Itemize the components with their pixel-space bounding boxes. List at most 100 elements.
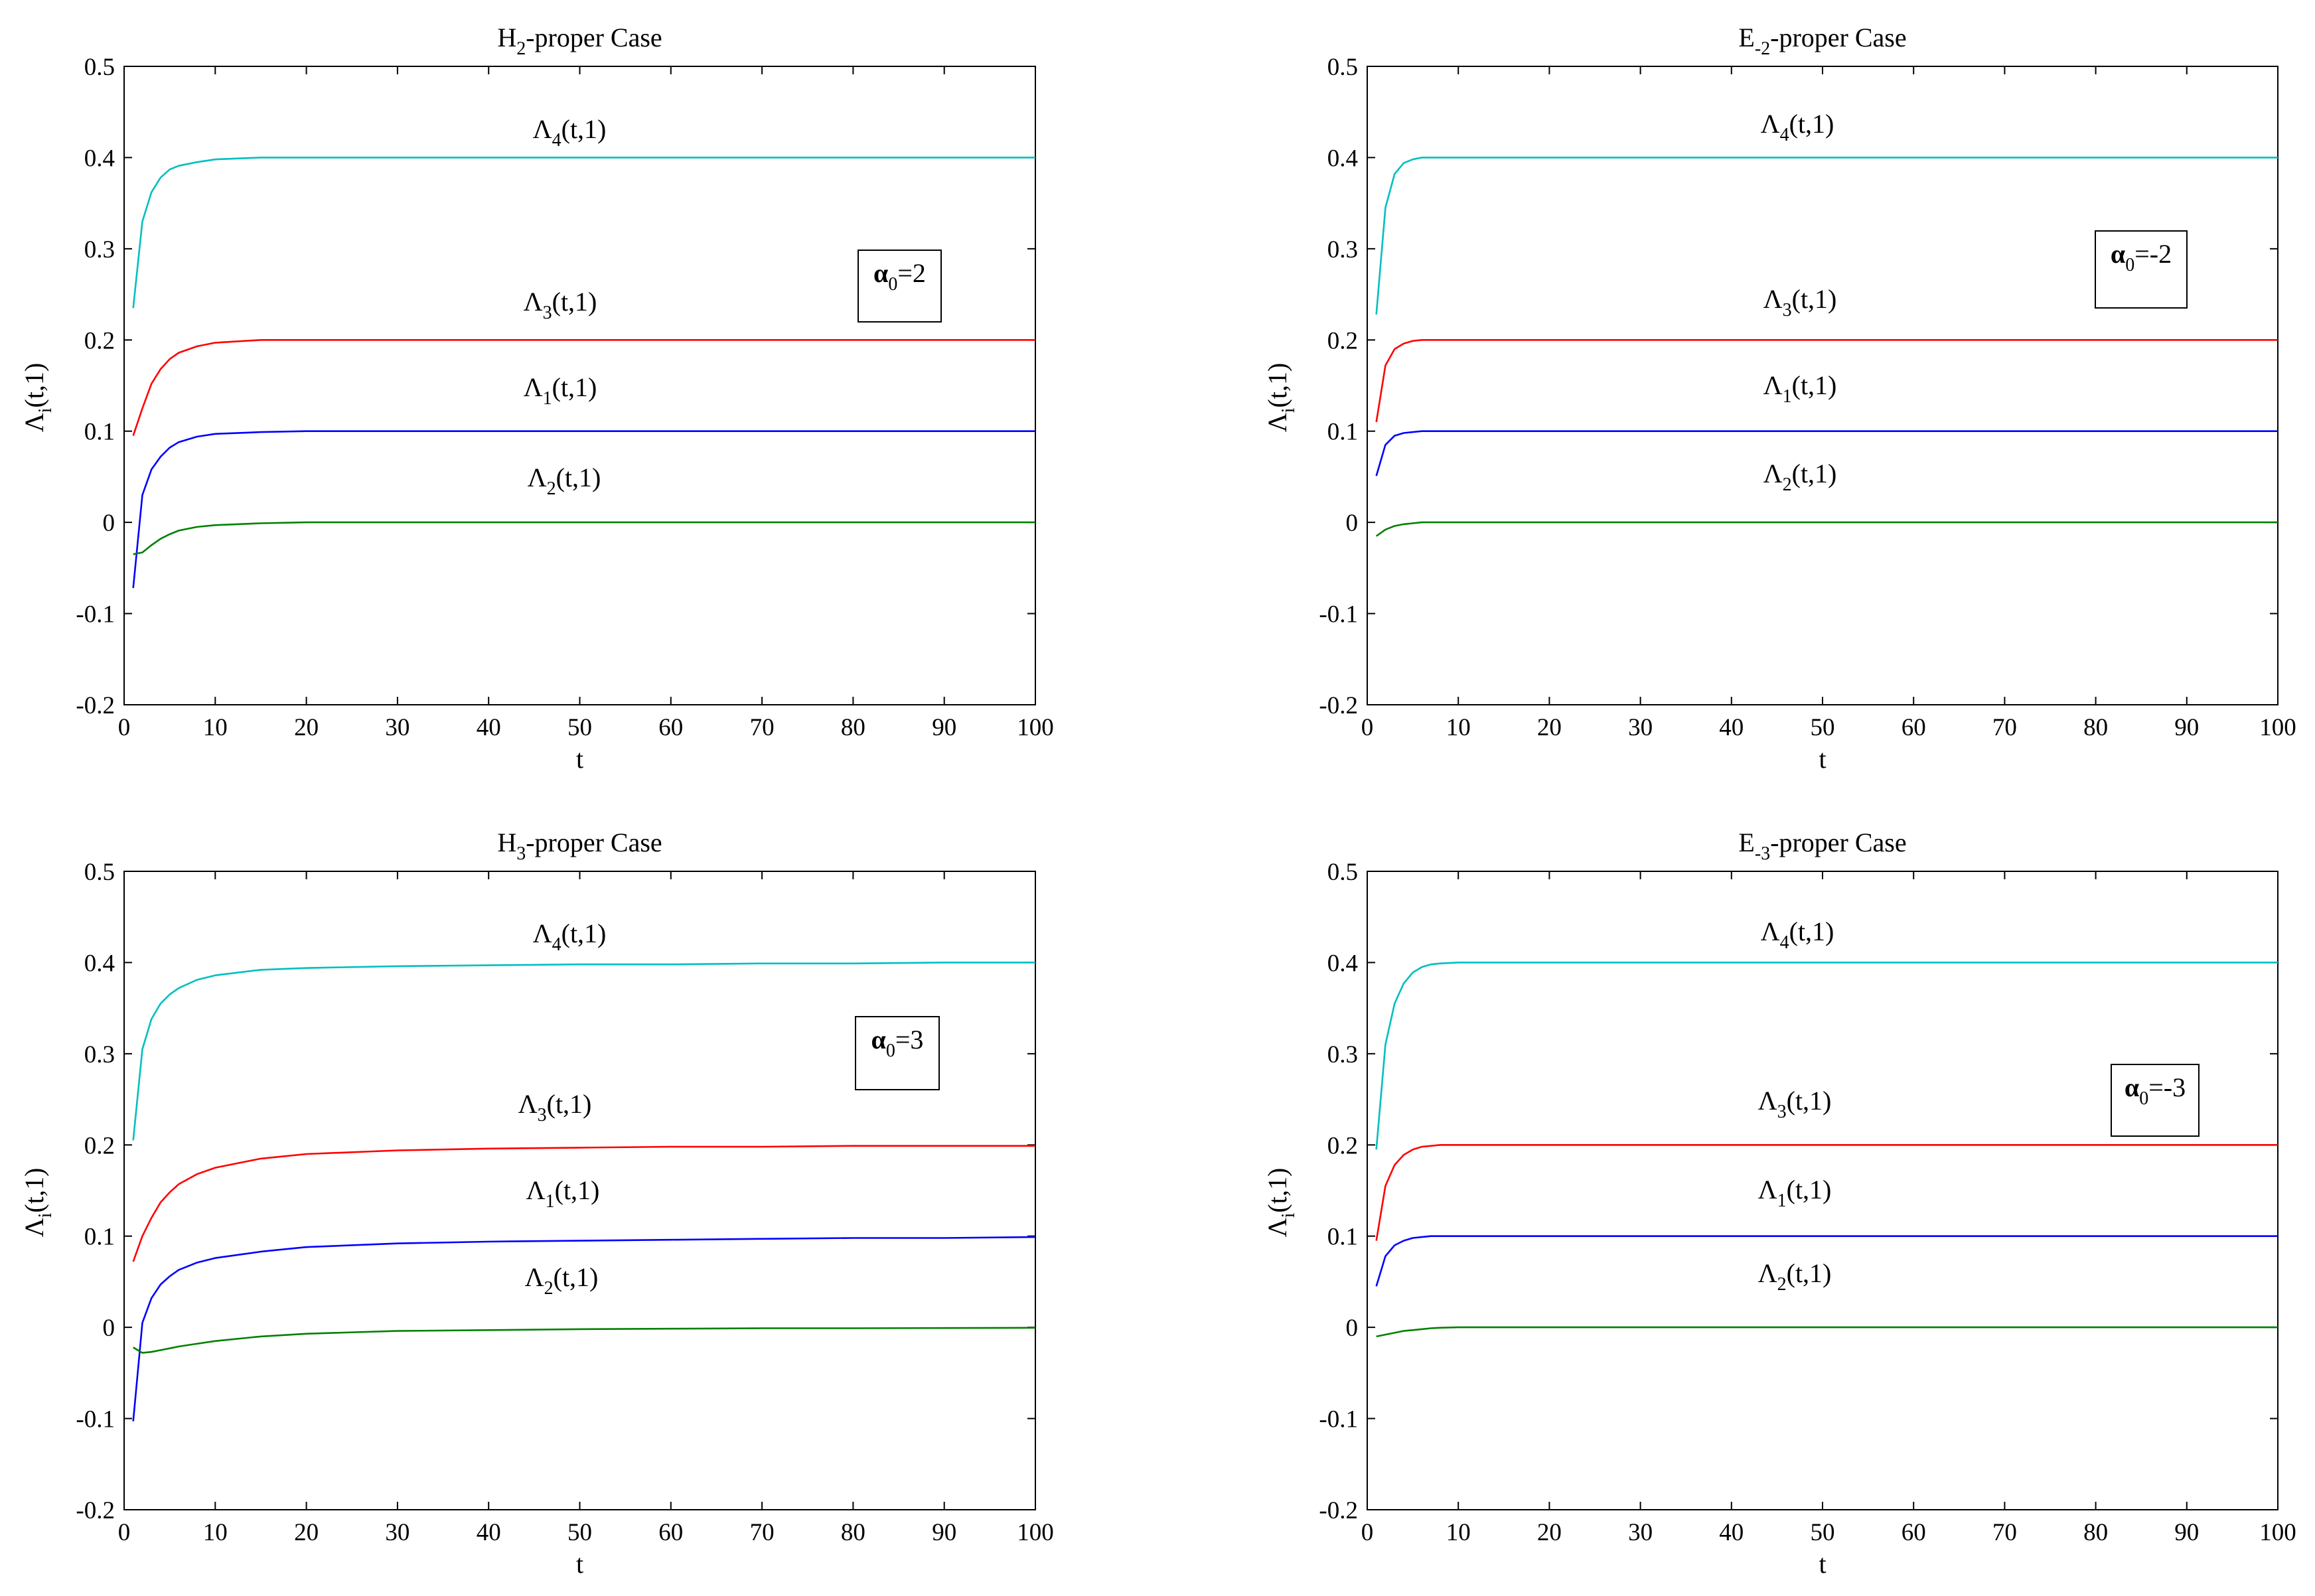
series-label-rest: (t,1) xyxy=(547,1089,592,1119)
y-axis-label-subscript: i xyxy=(35,1212,56,1218)
series-label: Λ4(t,1) xyxy=(533,114,607,151)
series-line-4t1 xyxy=(1375,157,2278,315)
alpha-annotation-rest: =-3 xyxy=(2148,1072,2186,1102)
series-line-3t1 xyxy=(1375,1144,2278,1241)
x-tick-label: 80 xyxy=(841,1519,865,1546)
y-axis-label-rest: (t,1) xyxy=(1262,1168,1292,1213)
x-tick-label: 10 xyxy=(203,714,228,741)
alpha-annotation: α0=-2 xyxy=(2111,239,2172,275)
y-tick-label: 0.2 xyxy=(84,1132,115,1159)
series-label-subscript: 2 xyxy=(544,1278,554,1299)
series-label-main: Λ xyxy=(1758,1175,1777,1204)
series-label-subscript: 4 xyxy=(1780,932,1789,953)
series-label: Λ3(t,1) xyxy=(1758,1086,1832,1122)
series-label: Λ1(t,1) xyxy=(524,372,597,409)
chart-title-main: E xyxy=(1738,828,1754,857)
alpha-annotation-main: α xyxy=(873,258,888,288)
y-axis-label-rest: (t,1) xyxy=(1262,363,1292,408)
series-label-subscript: 3 xyxy=(1777,1102,1787,1122)
y-tick-label: 0.4 xyxy=(1327,145,1358,172)
y-tick-label: 0.2 xyxy=(1327,327,1358,354)
x-tick-label: 50 xyxy=(567,1519,592,1546)
series-label-rest: (t,1) xyxy=(1789,916,1834,946)
x-tick-label: 60 xyxy=(1902,1519,1926,1546)
y-tick-label: 0.1 xyxy=(84,419,115,446)
y-axis-label: Λi(t,1) xyxy=(19,363,56,433)
series-label-subscript: 3 xyxy=(543,303,552,323)
series-label-main: Λ xyxy=(1761,109,1780,139)
series-label-rest: (t,1) xyxy=(1789,109,1834,139)
x-tick-label: 100 xyxy=(2259,1519,2296,1546)
y-tick-label: 0.3 xyxy=(1327,236,1358,263)
y-tick-label: 0.4 xyxy=(1327,950,1358,977)
y-tick-label: -0.2 xyxy=(1319,692,1358,719)
series-label: Λ1(t,1) xyxy=(526,1175,600,1212)
annotation-box xyxy=(855,1016,940,1090)
x-tick-label: 100 xyxy=(2259,714,2296,741)
x-tick-label: 50 xyxy=(567,714,592,741)
chart-title-rest: -proper Case xyxy=(1770,23,1906,52)
series-label: Λ4(t,1) xyxy=(1761,916,1834,953)
series-label-rest: (t,1) xyxy=(1787,1258,1832,1288)
chart-title-subscript: 2 xyxy=(516,38,526,59)
series-label-subscript: 4 xyxy=(552,130,561,151)
series-label-main: Λ xyxy=(533,918,552,948)
series-label-rest: (t,1) xyxy=(552,372,597,402)
x-tick-label: 10 xyxy=(203,1519,228,1546)
y-axis-label-subscript: i xyxy=(1278,1212,1299,1218)
alpha-annotation-main: α xyxy=(2125,1072,2139,1102)
y-axis-label-group: Λi(t,1) xyxy=(19,363,56,433)
x-tick-label: 0 xyxy=(118,1519,131,1546)
series-label-rest: (t,1) xyxy=(1787,1086,1832,1116)
series-label-main: Λ xyxy=(1763,284,1783,314)
x-tick-label: 60 xyxy=(658,714,683,741)
series-label: Λ1(t,1) xyxy=(1763,370,1837,407)
chart-panel-1: 0 10 20 30 40 50 60 70 80 90 1000.50.40.30.20.10-0… xyxy=(19,23,1054,774)
series-label-subscript: 4 xyxy=(1780,125,1789,145)
chart-title-subscript: -2 xyxy=(1755,38,1770,59)
series-label-subscript: 2 xyxy=(1783,474,1792,495)
y-tick-label: 0.3 xyxy=(84,236,115,263)
series-label-rest: (t,1) xyxy=(1792,459,1837,488)
chart-panel-3: 0 10 20 30 40 50 60 70 80 90 1000.50.40.30.20.10-0… xyxy=(19,828,1054,1579)
series-label-subscript: 2 xyxy=(1777,1274,1787,1295)
x-tick-label: 100 xyxy=(1017,1519,1054,1546)
series-label-subscript: 1 xyxy=(543,388,552,409)
y-axis-label: Λi(t,1) xyxy=(19,1168,56,1238)
y-tick-label: 0.1 xyxy=(1327,1224,1358,1251)
chart-title-main: H xyxy=(497,23,516,52)
x-tick-label: 50 xyxy=(1811,714,1835,741)
x-tick-label: 70 xyxy=(1992,714,2017,741)
x-tick-label: 70 xyxy=(750,1519,775,1546)
chart-title-subscript: 3 xyxy=(516,843,526,864)
series-line-3t1 xyxy=(132,1145,1035,1262)
series-label: Λ4(t,1) xyxy=(533,918,607,955)
alpha-annotation-rest: =3 xyxy=(895,1025,924,1054)
x-tick-label: 10 xyxy=(1446,714,1471,741)
alpha-annotation: α0=2 xyxy=(873,258,926,295)
series-label-main: Λ xyxy=(1763,370,1783,400)
x-tick-label: 70 xyxy=(1992,1519,2017,1546)
series-label-main: Λ xyxy=(524,287,543,317)
series-label: Λ2(t,1) xyxy=(1758,1258,1832,1295)
chart-title-main: H xyxy=(497,828,516,857)
chart-title: H2-proper Case xyxy=(497,23,662,59)
chart-panel-4: 0 10 20 30 40 50 60 70 80 90 1000.50.40.30.20.10-0… xyxy=(1262,828,2296,1579)
series-line-3t1 xyxy=(132,338,1035,437)
alpha-annotation-rest: =-2 xyxy=(2134,239,2172,269)
series-line-4t1 xyxy=(132,962,1035,1141)
series-line-1t1 xyxy=(132,430,1035,589)
series-label-main: Λ xyxy=(525,1262,544,1292)
annotation-box xyxy=(2095,230,2188,309)
x-tick-label: 60 xyxy=(1902,714,1926,741)
series-label: Λ3(t,1) xyxy=(524,287,597,323)
y-tick-label: 0.3 xyxy=(84,1041,115,1068)
series-label: Λ3(t,1) xyxy=(1763,284,1837,321)
y-tick-label: 0.4 xyxy=(84,950,115,977)
x-tick-label: 30 xyxy=(1628,1519,1653,1546)
x-tick-label: 0 xyxy=(118,714,131,741)
series-label-main: Λ xyxy=(528,463,547,492)
x-tick-label: 20 xyxy=(1537,714,1562,741)
y-tick-label: -0.1 xyxy=(1319,1406,1358,1433)
